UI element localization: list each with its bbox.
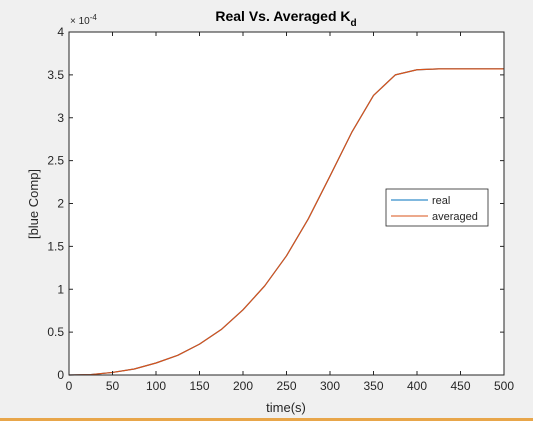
y-exponent-power: -4 xyxy=(90,13,98,22)
y-tick-label: 1.5 xyxy=(47,239,64,253)
x-tick-label: 300 xyxy=(320,379,340,393)
window-bottom-border xyxy=(0,418,533,421)
y-tick-label: 2 xyxy=(57,197,64,211)
y-tick-label: 4 xyxy=(57,25,64,39)
x-tick-label: 50 xyxy=(106,379,120,393)
y-axis-label: [blue Comp] xyxy=(26,169,41,239)
x-tick-label: 100 xyxy=(146,379,166,393)
legend-box xyxy=(385,188,489,227)
legend-label-averaged: averaged xyxy=(432,211,478,223)
y-tick-label: 3.5 xyxy=(47,68,64,82)
legend-label-real: real xyxy=(432,195,450,207)
tick-layer: 0 50 100 150 200 250 300 350 400 450 500 0 0.5 1 1.5 2 2… xyxy=(47,25,514,393)
series-line-averaged xyxy=(68,68,504,376)
x-tick-label: 0 xyxy=(66,379,73,393)
y-tick-label: 2.5 xyxy=(47,154,64,168)
chart-title-subscript: d xyxy=(351,18,357,29)
chart-title-main: Real Vs. Averaged K xyxy=(215,8,350,24)
legend: real averaged xyxy=(385,188,489,227)
x-tick-label: 400 xyxy=(407,379,427,393)
y-tick-label: 1 xyxy=(57,282,64,296)
x-tick-label: 200 xyxy=(233,379,253,393)
y-exponent-base: × 10 xyxy=(70,16,90,27)
x-tick-label: 350 xyxy=(363,379,383,393)
x-axis-label: time(s) xyxy=(266,400,306,415)
y-tick-label: 0 xyxy=(57,368,64,382)
chart-title: Real Vs. Averaged Kd xyxy=(215,8,356,29)
x-tick-label: 450 xyxy=(450,379,470,393)
series-layer xyxy=(68,68,504,376)
x-tick-label: 500 xyxy=(494,379,514,393)
x-tick-label: 250 xyxy=(276,379,296,393)
y-tick-label: 0.5 xyxy=(47,325,64,339)
x-tick-label: 150 xyxy=(189,379,209,393)
y-axis-exponent: × 10-4 xyxy=(70,13,97,27)
y-tick-label: 3 xyxy=(57,111,64,125)
